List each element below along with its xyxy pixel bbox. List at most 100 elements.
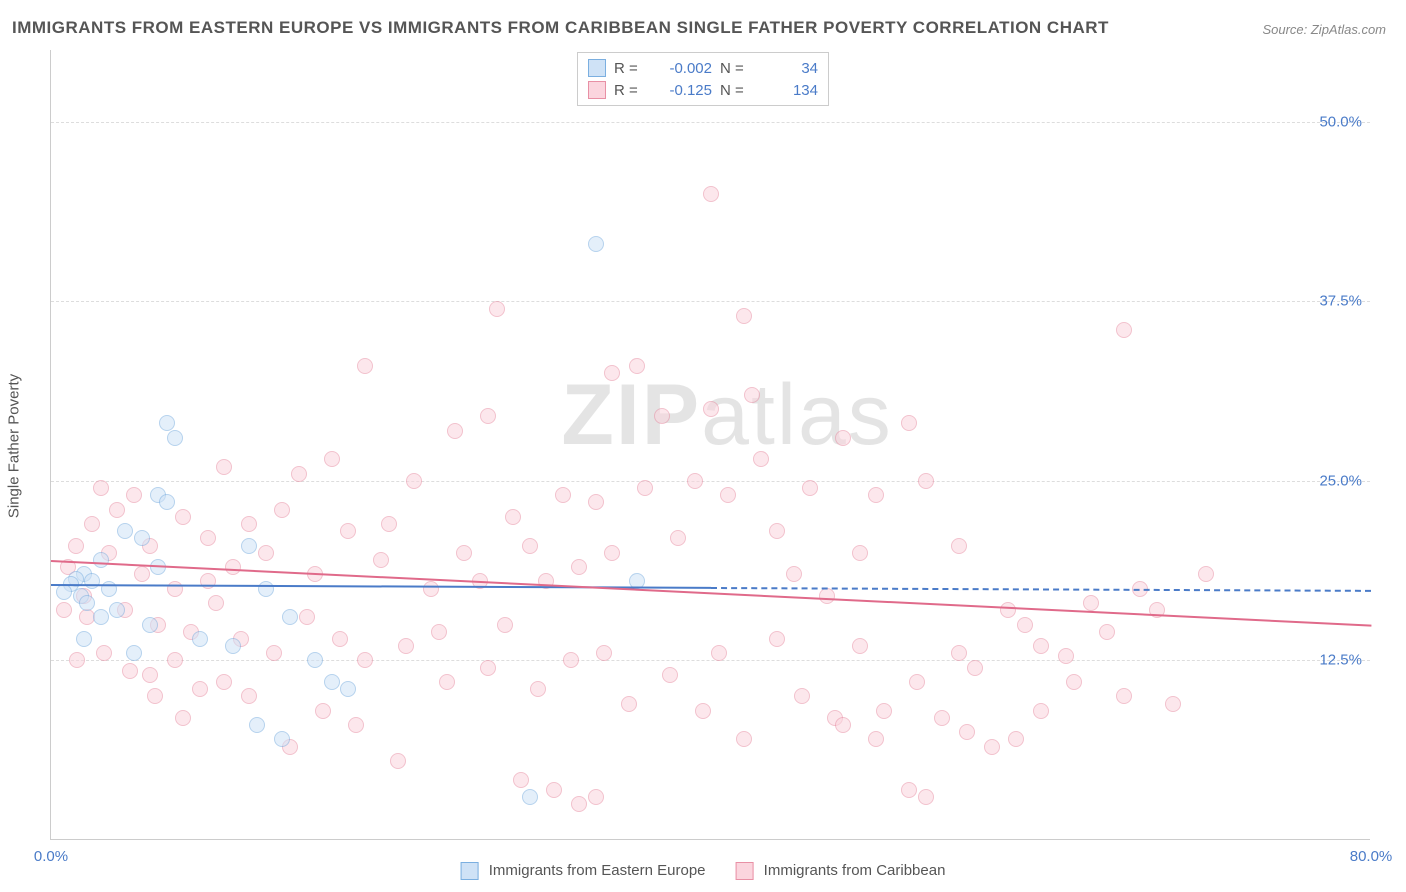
data-point-cb [695,703,711,719]
n-value-cb: 134 [758,82,818,99]
data-point-cb [241,516,257,532]
data-point-cb [299,609,315,625]
data-point-cb [868,487,884,503]
data-point-ee [167,430,183,446]
data-point-cb [480,408,496,424]
data-point-cb [951,538,967,554]
data-point-cb [357,358,373,374]
data-point-cb [84,516,100,532]
data-point-cb [340,523,356,539]
data-point-cb [122,663,138,679]
data-point-ee [241,538,257,554]
data-point-cb [802,480,818,496]
data-point-cb [439,674,455,690]
data-point-cb [315,703,331,719]
data-point-cb [216,674,232,690]
data-point-cb [489,301,505,317]
y-axis-label: Single Father Poverty [6,374,23,518]
data-point-cb [357,652,373,668]
data-point-ee [192,631,208,647]
r-value-cb: -0.125 [652,82,712,99]
data-point-cb [142,667,158,683]
data-point-cb [794,688,810,704]
data-point-ee [249,717,265,733]
y-tick-label: 12.5% [1319,652,1362,669]
data-point-cb [167,652,183,668]
data-point-cb [951,645,967,661]
swatch-ee [461,862,479,880]
data-point-cb [1099,624,1115,640]
data-point-cb [513,772,529,788]
r-value-ee: -0.002 [652,60,712,77]
data-point-cb [175,710,191,726]
data-point-cb [126,487,142,503]
data-point-cb [753,451,769,467]
source-attribution: Source: ZipAtlas.com [1262,22,1386,37]
legend-item-cb: Immigrants from Caribbean [736,862,946,880]
swatch-cb [588,81,606,99]
data-point-cb [918,473,934,489]
data-point-cb [216,459,232,475]
data-point-cb [637,480,653,496]
data-point-cb [324,451,340,467]
watermark-zip: ZIP [561,366,701,462]
data-point-cb [258,545,274,561]
x-tick-label-max: 80.0% [1350,848,1393,865]
data-point-ee [274,731,290,747]
data-point-cb [505,509,521,525]
y-tick-label: 37.5% [1319,293,1362,310]
data-point-cb [769,631,785,647]
data-point-cb [208,595,224,611]
data-point-cb [588,494,604,510]
data-point-ee [258,581,274,597]
grid-line [51,481,1370,482]
data-point-cb [621,696,637,712]
data-point-cb [109,502,125,518]
data-point-cb [604,365,620,381]
data-point-cb [604,545,620,561]
data-point-ee [76,631,92,647]
data-point-cb [398,638,414,654]
n-label: N = [720,60,750,77]
r-label: R = [614,60,644,77]
data-point-cb [69,652,85,668]
data-point-cb [909,674,925,690]
data-point-cb [934,710,950,726]
data-point-cb [1083,595,1099,611]
legend-item-ee: Immigrants from Eastern Europe [461,862,706,880]
data-point-cb [1000,602,1016,618]
data-point-cb [868,731,884,747]
data-point-cb [852,638,868,654]
data-point-cb [662,667,678,683]
data-point-cb [56,602,72,618]
data-point-cb [703,186,719,202]
data-point-ee [282,609,298,625]
trend-line [711,587,1371,592]
data-point-cb [332,631,348,647]
data-point-ee [142,617,158,633]
data-point-cb [711,645,727,661]
trend-line [51,560,1371,627]
data-point-cb [984,739,1000,755]
data-point-ee [79,595,95,611]
data-point-cb [1058,648,1074,664]
grid-line [51,301,1370,302]
data-point-cb [348,717,364,733]
data-point-cb [175,509,191,525]
data-point-cb [835,430,851,446]
data-point-cb [373,552,389,568]
data-point-cb [390,753,406,769]
chart-plot-area: ZIPatlas 12.5%25.0%37.5%50.0%0.0%80.0% [50,50,1370,840]
data-point-cb [819,588,835,604]
data-point-cb [381,516,397,532]
swatch-ee [588,59,606,77]
data-point-cb [769,523,785,539]
data-point-cb [96,645,112,661]
data-point-ee [93,552,109,568]
data-point-cb [835,717,851,733]
data-point-cb [225,559,241,575]
data-point-ee [225,638,241,654]
data-point-cb [901,782,917,798]
legend-label-cb: Immigrants from Caribbean [764,862,946,879]
data-point-ee [588,236,604,252]
